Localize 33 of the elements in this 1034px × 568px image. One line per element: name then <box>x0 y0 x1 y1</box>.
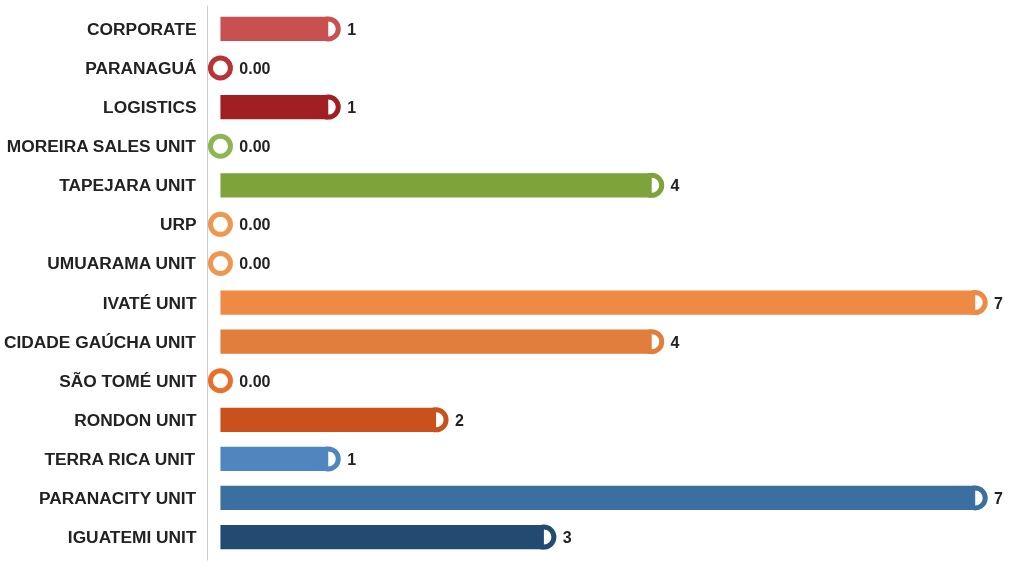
y-tick-label: TERRA RICA UNIT <box>44 448 196 469</box>
data-label: 1 <box>347 99 357 117</box>
y-tick-label: UMUARAMA UNIT <box>47 253 197 274</box>
data-label: 1 <box>347 450 357 468</box>
data-label: 0.00 <box>239 138 271 156</box>
y-tick-label: CORPORATE <box>87 18 197 39</box>
point <box>207 211 233 237</box>
y-tick-label: PARANACITY UNIT <box>38 487 197 508</box>
y-tick-label: LOGISTICS <box>103 97 197 118</box>
y-tick-label: MOREIRA SALES UNIT <box>6 136 197 157</box>
point <box>207 250 233 276</box>
y-tick-label: PARANAGUÁ <box>85 58 197 79</box>
y-tick-label: CIDADE GAÚCHA UNIT <box>3 331 197 352</box>
data-label: 0.00 <box>239 255 271 273</box>
y-tick-label: IGUATEMI UNIT <box>67 527 197 548</box>
data-label: 1 <box>347 20 357 38</box>
data-label: 4 <box>670 177 680 195</box>
data-label: 0.00 <box>239 372 271 390</box>
data-label: 4 <box>670 333 680 351</box>
data-label: 3 <box>562 529 572 547</box>
point <box>207 133 233 159</box>
point <box>207 55 233 81</box>
data-label: 7 <box>994 294 1004 312</box>
data-label: 7 <box>994 489 1004 507</box>
data-label: 2 <box>454 411 464 429</box>
data-label: 0.00 <box>239 60 271 78</box>
data-label: 0.00 <box>239 216 271 234</box>
y-tick-label: TAPEJARA UNIT <box>59 175 197 196</box>
point <box>207 368 233 394</box>
y-tick-label: RONDON UNIT <box>74 409 197 430</box>
y-tick-label: SÃO TOMÉ UNIT <box>59 370 197 391</box>
y-tick-label: IVATÉ UNIT <box>102 292 197 313</box>
y-tick-label: URP <box>159 214 197 235</box>
